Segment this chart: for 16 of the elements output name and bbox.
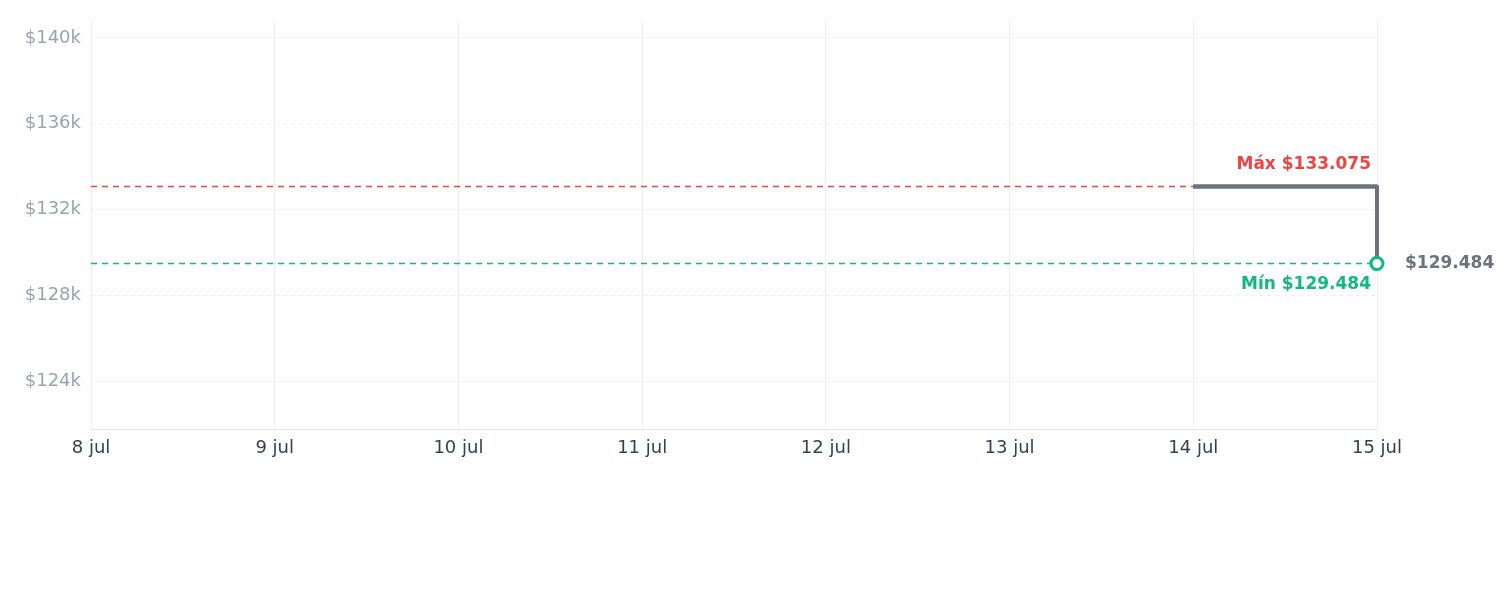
- y-tick-label: $132k: [24, 197, 82, 219]
- x-tick-label: 13 jul: [984, 435, 1035, 457]
- ref-line-label: Máx $133.075: [1236, 153, 1371, 174]
- x-tick-label: 10 jul: [433, 435, 484, 457]
- ref-line-label: Mín $129.484: [1240, 273, 1372, 294]
- x-tick-label: 8 jul: [71, 435, 111, 457]
- x-tick-label: 12 jul: [800, 435, 851, 457]
- y-tick-label: $140k: [24, 25, 82, 47]
- y-tick-label: $128k: [24, 283, 82, 305]
- y-tick-label: $124k: [24, 368, 82, 390]
- x-tick-label: 14 jul: [1168, 435, 1219, 457]
- x-tick-label: 11 jul: [617, 435, 668, 457]
- annotation: $129.484: [1405, 251, 1495, 272]
- x-tick-label: 9 jul: [255, 435, 295, 457]
- x-tick-label: 15 jul: [1351, 435, 1403, 457]
- y-tick-label: $136k: [24, 111, 82, 133]
